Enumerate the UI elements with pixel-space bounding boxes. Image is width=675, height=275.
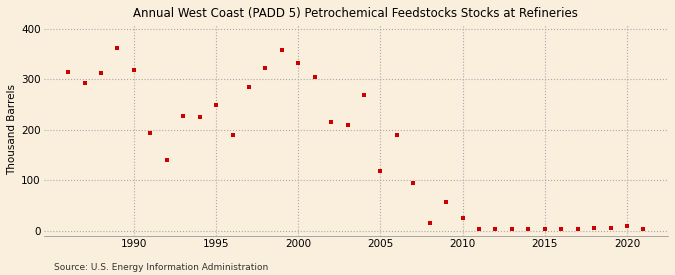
Point xyxy=(425,221,435,226)
Point xyxy=(622,224,632,228)
Y-axis label: Thousand Barrels: Thousand Barrels xyxy=(7,84,17,175)
Title: Annual West Coast (PADD 5) Petrochemical Feedstocks Stocks at Refineries: Annual West Coast (PADD 5) Petrochemical… xyxy=(134,7,578,20)
Point xyxy=(605,226,616,231)
Point xyxy=(490,227,501,232)
Point xyxy=(244,85,254,89)
Point xyxy=(638,227,649,232)
Point xyxy=(63,70,74,74)
Point xyxy=(309,75,320,79)
Point xyxy=(194,115,205,120)
Point xyxy=(539,227,550,232)
Point xyxy=(375,169,386,174)
Point xyxy=(211,103,221,107)
Point xyxy=(474,227,485,232)
Point xyxy=(277,48,288,52)
Point xyxy=(161,158,172,163)
Point xyxy=(506,227,517,231)
Point xyxy=(112,46,123,50)
Point xyxy=(128,68,139,73)
Point xyxy=(556,227,566,232)
Point xyxy=(408,181,418,185)
Point xyxy=(523,227,534,232)
Point xyxy=(358,92,369,97)
Text: Source: U.S. Energy Information Administration: Source: U.S. Energy Information Administ… xyxy=(54,263,268,272)
Point xyxy=(589,226,599,231)
Point xyxy=(457,216,468,220)
Point xyxy=(79,81,90,86)
Point xyxy=(96,71,107,76)
Point xyxy=(145,131,156,136)
Point xyxy=(227,133,238,137)
Point xyxy=(572,227,583,232)
Point xyxy=(342,123,353,127)
Point xyxy=(441,199,452,204)
Point xyxy=(293,61,304,65)
Point xyxy=(178,114,188,118)
Point xyxy=(260,66,271,70)
Point xyxy=(392,133,402,137)
Point xyxy=(326,120,337,125)
